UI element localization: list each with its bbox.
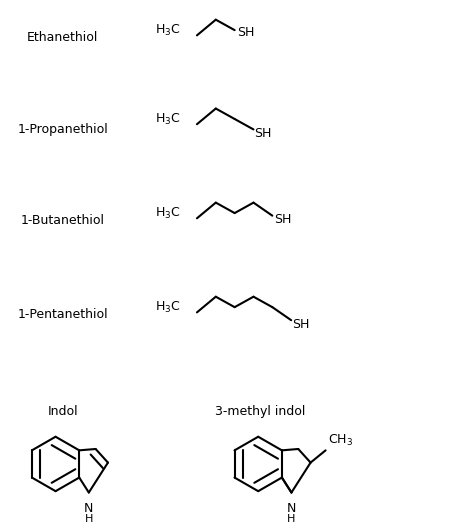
Text: SH: SH [274, 213, 291, 226]
Text: N: N [287, 502, 296, 515]
Text: SH: SH [255, 127, 272, 139]
Text: 1-Pentanethiol: 1-Pentanethiol [18, 308, 108, 322]
Text: H$_3$C: H$_3$C [155, 111, 181, 127]
Text: 1-Propanethiol: 1-Propanethiol [17, 123, 108, 136]
Text: H$_3$C: H$_3$C [155, 299, 181, 315]
Text: SH: SH [292, 318, 310, 331]
Text: SH: SH [237, 26, 255, 39]
Text: N: N [84, 502, 93, 515]
Text: CH$_3$: CH$_3$ [328, 432, 353, 448]
Text: H: H [287, 514, 296, 524]
Text: Ethanethiol: Ethanethiol [27, 32, 98, 44]
Text: H$_3$C: H$_3$C [155, 205, 181, 221]
Text: 3-methyl indol: 3-methyl indol [215, 405, 306, 418]
Text: H$_3$C: H$_3$C [155, 23, 181, 37]
Text: Indol: Indol [47, 405, 78, 418]
Text: 1-Butanethiol: 1-Butanethiol [21, 214, 105, 228]
Text: H: H [85, 514, 93, 524]
